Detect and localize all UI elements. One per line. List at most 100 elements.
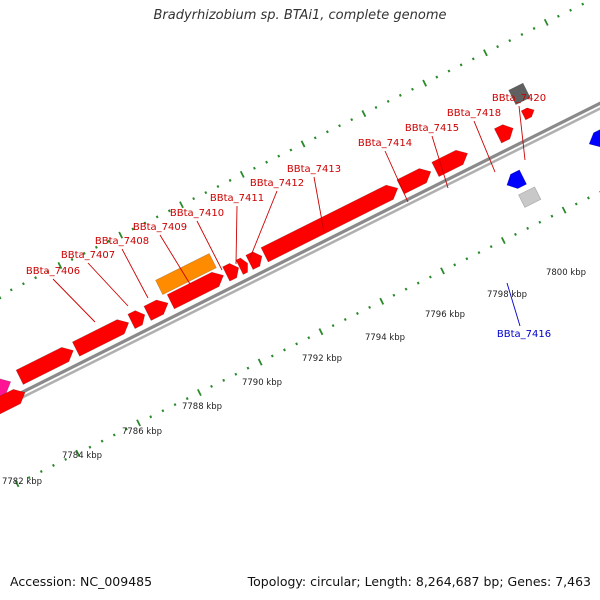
inner-tick-mark <box>453 263 457 267</box>
outer-tick-mark <box>483 49 488 57</box>
gene-label: BBta_7415 <box>405 123 459 134</box>
inner-tick-mark <box>234 372 238 376</box>
inner-tick-mark <box>561 206 567 214</box>
scale-labels: 7782 kbp 7784 kbp 7786 kbp 7788 kbp 7790 kbp… <box>2 268 586 487</box>
outer-tick-mark <box>398 93 402 97</box>
inner-tick-mark <box>246 366 250 370</box>
gene-arrow <box>127 310 146 329</box>
outer-tick-mark <box>155 215 159 219</box>
inner-tick-mark <box>283 348 286 352</box>
scale-label: 7796 kbp <box>425 310 465 320</box>
gene-label: BBta_7408 <box>95 236 149 247</box>
outer-tick-mark <box>167 209 171 213</box>
outer-tick-mark <box>374 105 378 109</box>
outer-tick-mark <box>361 110 367 118</box>
outer-tick-mark <box>411 87 414 91</box>
inner-tick-mark <box>185 397 189 401</box>
outer-tick-mark <box>543 18 549 26</box>
inner-tick-mark <box>14 480 20 488</box>
label-leader-line <box>313 176 325 233</box>
accession-text: Accession: NC_009485 <box>10 574 153 589</box>
inner-tick-mark <box>331 324 335 328</box>
gene-arrow-highlighted <box>155 253 217 295</box>
outer-tick-mark <box>459 63 463 67</box>
outer-tick-mark <box>338 124 341 128</box>
inner-tick-mark <box>550 214 554 218</box>
outer-tick-mark <box>131 227 135 231</box>
gene-labels: BBta_7406 BBta_7407 BBta_7408 BBta_7409 BBta… <box>26 93 551 340</box>
inner-tick-mark <box>161 409 165 413</box>
outer-tick-mark <box>228 178 232 182</box>
outer-tick-mark <box>569 8 572 12</box>
label-leader-line <box>121 248 149 299</box>
gene-arrow <box>520 107 535 121</box>
outer-tick-mark <box>107 239 110 243</box>
inner-tick-mark <box>416 281 420 285</box>
label-leader-line <box>87 262 129 307</box>
inner-tick-mark <box>88 445 92 449</box>
label-leader-line <box>235 205 238 265</box>
label-leader-line <box>473 120 496 173</box>
inner-tick-mark <box>27 476 31 480</box>
gene-box-light-gray <box>518 186 542 208</box>
outer-tick-mark <box>265 160 269 164</box>
inner-tick-mark <box>270 354 274 358</box>
outer-tick-mark <box>325 130 329 134</box>
inner-tick-mark <box>368 305 372 309</box>
inner-tick-mark <box>355 311 359 315</box>
backbone-strand <box>0 107 600 411</box>
inner-tick-mark <box>428 275 432 279</box>
label-leader-line <box>196 220 223 271</box>
gene-arrow <box>493 124 514 144</box>
inner-tick-mark <box>136 419 141 427</box>
gene-arrow <box>0 389 26 415</box>
inner-tick-mark <box>222 378 226 382</box>
outer-tick-mark <box>496 45 500 49</box>
gene-arrow <box>143 299 169 321</box>
inner-tick-mark <box>112 433 116 437</box>
gene-arrow <box>72 319 130 357</box>
inner-tick-mark <box>318 328 324 336</box>
inner-tick-mark <box>514 232 517 236</box>
gene-label: BBta_7413 <box>287 164 341 175</box>
inner-tick-mark <box>52 463 55 467</box>
gene-arrow <box>15 347 74 385</box>
genome-summary-text: Topology: circular; Length: 8,264,687 bp… <box>247 574 591 589</box>
genome-title: Bradyrhizobium sp. BTAi1, complete genom… <box>153 8 447 23</box>
outer-tick-mark <box>239 170 245 178</box>
outer-tick-mark <box>204 191 208 195</box>
label-leader-line <box>159 234 191 285</box>
scale-label: 7782 kbp <box>2 477 42 487</box>
scale-label: 7798 kbp <box>487 290 527 300</box>
gene-features <box>0 82 600 415</box>
label-leader-line <box>431 135 449 189</box>
outer-tick-mark <box>386 99 390 103</box>
inner-tick-mark <box>379 297 385 305</box>
outer-tick-mark <box>46 270 50 274</box>
inner-tick-mark <box>173 403 177 407</box>
inner-tick-mark <box>538 220 542 224</box>
outer-tick-mark <box>253 166 256 170</box>
inner-tick-mark <box>392 293 396 297</box>
label-leader-line <box>249 190 278 259</box>
scale-label: 7800 kbp <box>546 268 586 278</box>
gene-label: BBta_7412 <box>250 178 304 189</box>
inner-tick-mark <box>295 342 299 346</box>
outer-tick-mark <box>435 75 439 79</box>
outer-tick-mark <box>447 69 451 73</box>
outer-tick-mark <box>70 257 74 261</box>
gene-arrow <box>431 149 468 177</box>
label-leader-line <box>506 282 521 327</box>
outer-tick-mark <box>9 288 13 292</box>
gene-arrow-pink <box>0 378 12 397</box>
inner-tick-mark <box>196 388 202 397</box>
outer-tick-mark <box>0 295 2 300</box>
inner-tick-mark <box>100 439 104 443</box>
scale-label: 7790 kbp <box>242 378 282 388</box>
inner-tick-mark <box>343 318 347 322</box>
outer-tick-mark <box>581 2 585 6</box>
inner-tick-mark <box>489 245 493 249</box>
outer-tick-mark <box>508 39 512 43</box>
inner-tick-mark <box>500 236 506 245</box>
